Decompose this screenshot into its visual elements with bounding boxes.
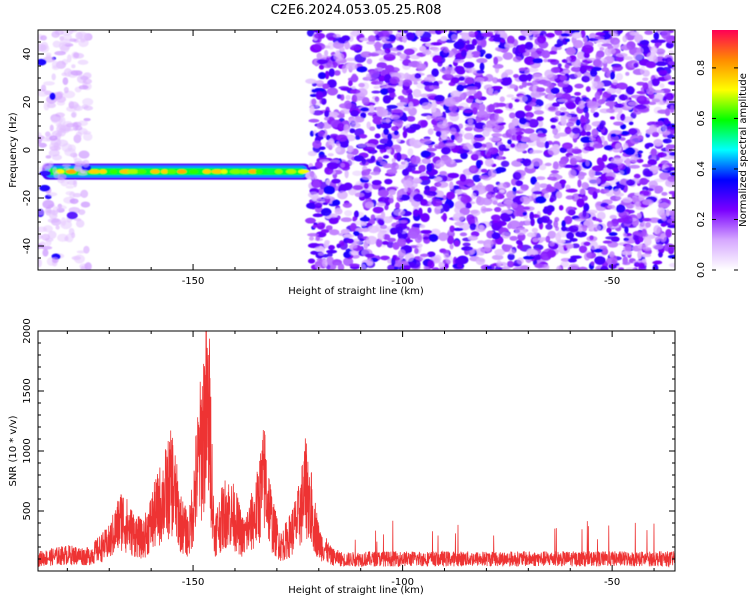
colorbar-axis: 0.0 0.2 0.4 0.6 0.8	[696, 60, 738, 278]
spectrogram-y-tick-label-1: -20	[22, 190, 33, 206]
spectrogram-x-label: Height of straight line (km)	[288, 286, 424, 297]
snr-y-tick-label-2: 1500	[22, 378, 33, 403]
spectrogram-area	[38, 30, 675, 270]
colorbar-tick-label-1: 0.2	[696, 212, 707, 228]
snr-plot-area	[38, 331, 675, 568]
spectrogram-x-tick-label-1: -100	[391, 276, 414, 287]
snr-y-label: SNR (10 * v/v)	[8, 415, 19, 486]
spectrogram-x-tick-label-2: -50	[604, 276, 620, 287]
spectrogram-feature-1	[305, 30, 675, 270]
colorbar-tick-label-2: 0.4	[696, 161, 707, 177]
snr-x-label: Height of straight line (km)	[288, 585, 424, 596]
colorbar	[712, 30, 738, 270]
spectrogram-y-tick-label-4: 40	[22, 48, 33, 61]
spectrogram-y-label: Frequency (Hz)	[8, 112, 19, 188]
spectrogram-axes: -150 -100 -50 -40 -20 0 20 40	[22, 30, 675, 287]
snr-y-tick-label-1: 1000	[22, 438, 33, 463]
snr-x-tick-label-0: -150	[182, 577, 205, 588]
spectrogram-feature-0	[42, 163, 311, 180]
spectrogram-feature-2	[38, 30, 94, 270]
snr-series-line	[38, 331, 675, 568]
snr-y-tick-label-3: 2000	[22, 318, 33, 343]
chart-title: C2E6.2024.053.05.25.R08	[270, 3, 441, 18]
colorbar-tick-label-0: 0.0	[696, 262, 707, 278]
snr-y-tick-label-0: 500	[22, 501, 33, 520]
snr-x-tick-label-1: -100	[391, 577, 414, 588]
colorbar-label: Normalized spectral amplitude	[738, 73, 749, 227]
spectrogram-y-tick-label-0: -40	[22, 238, 33, 254]
spectrogram-y-tick-label-3: 20	[22, 96, 33, 109]
colorbar-tick-label-4: 0.8	[696, 60, 707, 76]
colorbar-tick-label-3: 0.6	[696, 110, 707, 126]
spectrogram-x-tick-label-0: -150	[182, 276, 205, 287]
spectrogram-y-tick-label-2: 0	[22, 147, 33, 153]
snr-axes: -150 -100 -50 500 1000 1500 2000	[22, 318, 675, 588]
snr-x-tick-label-2: -50	[604, 577, 620, 588]
